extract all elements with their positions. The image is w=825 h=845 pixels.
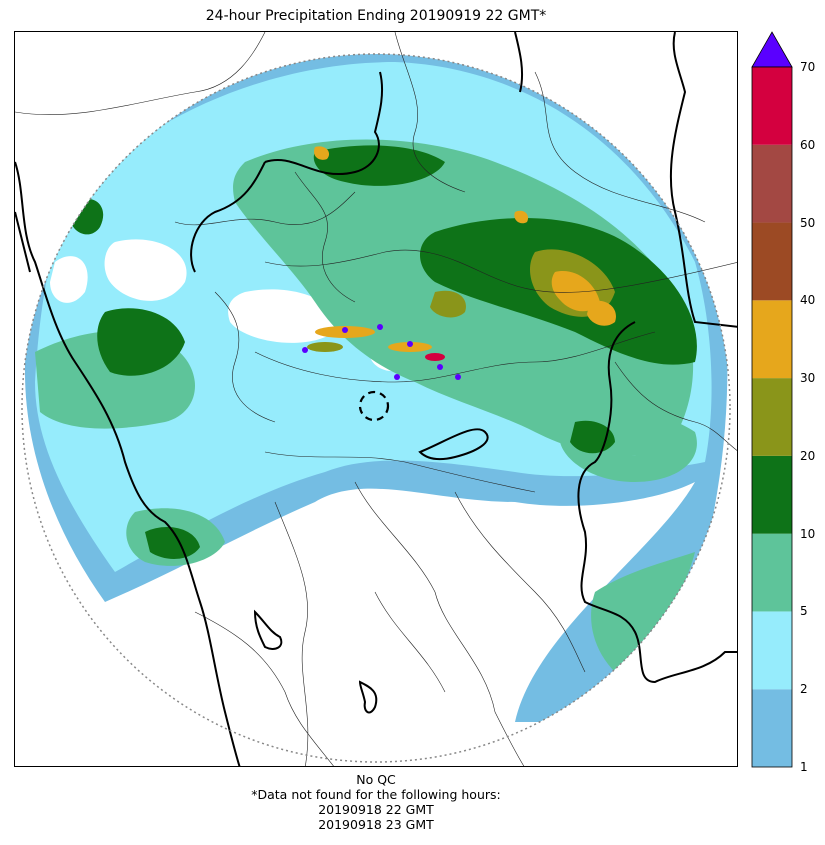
colorbar-bin-5-10	[752, 533, 792, 612]
colorbar-tick-label: 30	[800, 371, 816, 386]
footer-notes: No QC *Data not found for the following …	[14, 772, 738, 832]
colorbar-tick-label: 1	[800, 760, 808, 774]
national-borders	[15, 32, 737, 766]
colorbar-bin-1-2	[752, 689, 792, 767]
convective-cells	[302, 324, 461, 380]
colorbar-tick-label: 40	[800, 293, 816, 308]
precipitation-layer	[25, 54, 728, 722]
colorbar-bin-60-70	[752, 67, 792, 145]
colorbar	[751, 31, 793, 768]
map-title: 24-hour Precipitation Ending 20190919 22…	[205, 8, 547, 24]
colorbar-bin-40-50	[752, 222, 792, 301]
colorbar-bin-20-30	[752, 378, 792, 456]
colorbar-bin-30-40	[752, 300, 792, 379]
colorbar-tick-label: 2	[800, 682, 808, 697]
footer-missing-note: *Data not found for the following hours:	[251, 787, 501, 802]
colorbar-tick-label: 50	[800, 215, 816, 230]
radar-site-marker	[358, 390, 390, 422]
colorbar-bin-2-5	[752, 611, 792, 690]
colorbar-tick-label: 70	[800, 60, 816, 74]
precip-band-30-40	[314, 146, 616, 326]
colorbar-bin-10-20	[752, 455, 792, 534]
precip-band-10-20	[70, 145, 697, 559]
regional-boundaries	[15, 32, 737, 766]
map-frame[interactable]	[14, 31, 738, 767]
colorbar-tick-label: 5	[800, 604, 808, 619]
colorbar-tick-label: 20	[800, 448, 816, 463]
footer-missing-hour-1: 20190918 22 GMT	[318, 802, 434, 817]
footer-qc-label: No QC	[356, 772, 396, 787]
colorbar-overflow-arrow	[751, 31, 793, 68]
radar-range-ring	[21, 53, 731, 763]
colorbar-tick-label: 60	[800, 137, 816, 152]
colorbar-bin-50-60	[752, 144, 792, 223]
radar-map[interactable]	[15, 32, 738, 767]
colorbar-frame	[751, 66, 793, 768]
colorbar-tick-label: 10	[800, 526, 816, 541]
footer-missing-hour-2: 20190918 23 GMT	[318, 817, 434, 832]
